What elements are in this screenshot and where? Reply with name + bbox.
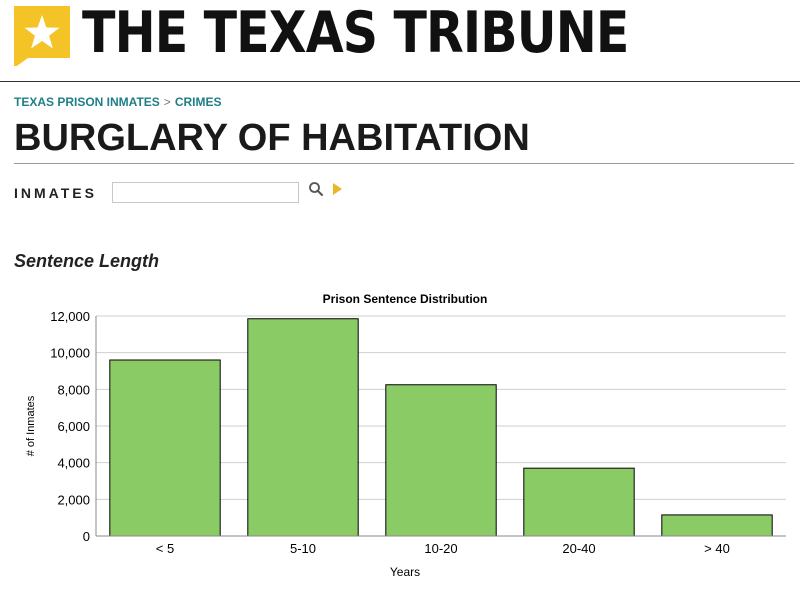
title-divider <box>14 163 794 164</box>
bar-1[interactable] <box>247 318 359 537</box>
y-tick-label: 8,000 <box>57 382 90 397</box>
breadcrumb-separator: > <box>163 95 171 109</box>
breadcrumb-current-link[interactable]: CRIMES <box>174 95 222 109</box>
y-tick-label: 4,000 <box>57 456 90 471</box>
x-tick-label: > 40 <box>704 541 730 556</box>
bar-0[interactable] <box>109 359 221 537</box>
sentence-distribution-chart: Prison Sentence Distribution 0 2,000 4,000… <box>25 292 786 579</box>
bars <box>109 318 773 537</box>
bar-4[interactable] <box>661 514 773 537</box>
y-tick-labels: 0 2,000 4,000 6,000 8,000 10,000 12,000 <box>50 309 90 544</box>
x-tick-label: 10-20 <box>424 541 457 556</box>
inmates-search-input[interactable] <box>112 182 299 203</box>
page-title: BURGLARY OF HABITATION <box>14 117 530 159</box>
y-tick-label: 0 <box>83 529 90 544</box>
breadcrumb: TEXAS PRISON INMATES > CRIMES <box>14 94 221 110</box>
bar-3[interactable] <box>523 467 635 537</box>
masthead: THE TEXAS TRIBUNE <box>0 0 800 82</box>
section-title: Sentence Length <box>14 251 160 271</box>
y-tick-label: 2,000 <box>57 492 90 507</box>
y-tick-label: 10,000 <box>50 346 90 361</box>
chart-title: Prison Sentence Distribution <box>323 292 488 306</box>
x-tick-labels: < 5 5-10 10-20 20-40 > 40 <box>156 541 730 556</box>
bar-2[interactable] <box>385 384 497 537</box>
go-arrow-icon[interactable] <box>333 183 342 195</box>
star-logo-icon[interactable] <box>14 6 70 66</box>
x-axis-title: Years <box>390 565 420 579</box>
breadcrumb-parent-link[interactable]: TEXAS PRISON INMATES <box>14 95 160 109</box>
x-tick-label: 5-10 <box>290 541 316 556</box>
site-logo-text[interactable]: THE TEXAS TRIBUNE <box>82 0 629 66</box>
y-axis-title: # of Inmates <box>25 395 37 456</box>
search-icon[interactable] <box>308 181 324 197</box>
x-tick-label: 20-40 <box>562 541 595 556</box>
y-tick-label: 12,000 <box>50 309 90 324</box>
y-tick-label: 6,000 <box>57 419 90 434</box>
x-tick-label: < 5 <box>156 541 174 556</box>
inmates-search-label: INMATES <box>14 185 97 201</box>
